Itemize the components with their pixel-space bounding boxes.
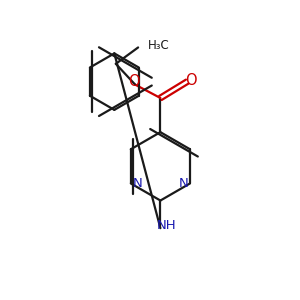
Text: O: O <box>185 73 197 88</box>
Text: H₃C: H₃C <box>148 39 169 52</box>
Text: N: N <box>178 177 188 190</box>
Text: O: O <box>128 74 140 88</box>
Text: NH: NH <box>157 219 177 232</box>
Text: N: N <box>133 177 142 190</box>
